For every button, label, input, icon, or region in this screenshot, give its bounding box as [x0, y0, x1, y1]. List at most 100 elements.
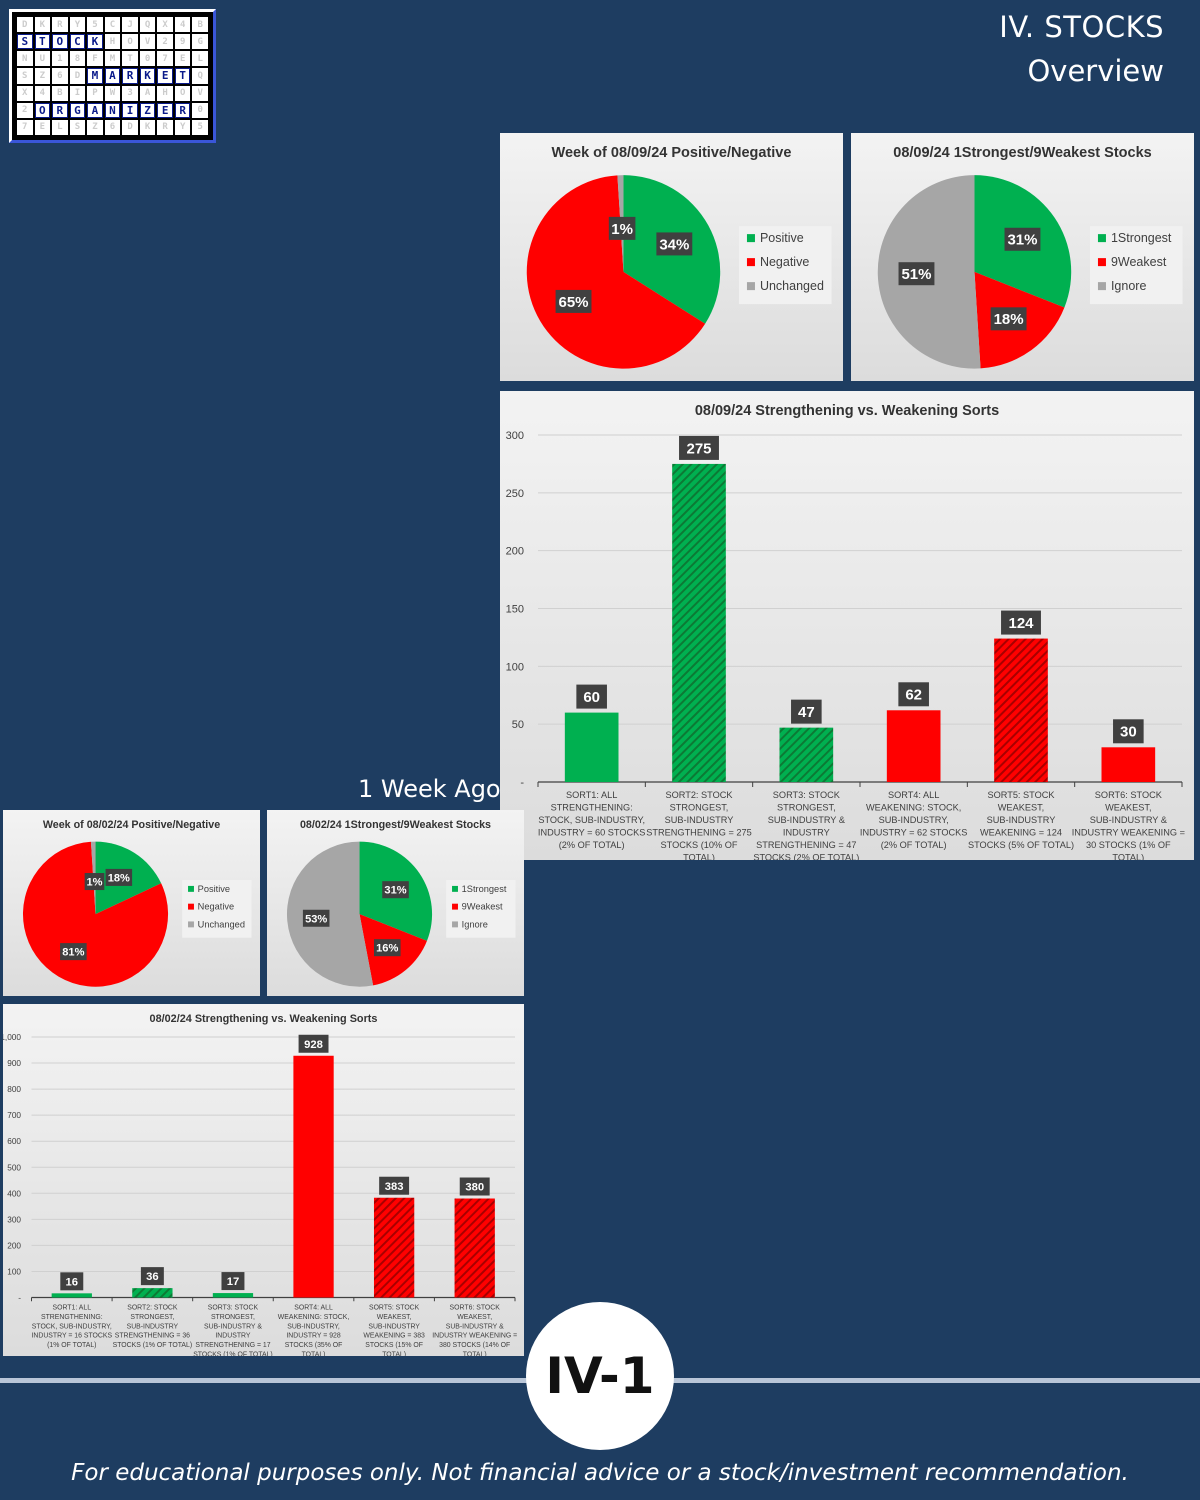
- logo-filler-cell: Z: [87, 119, 103, 135]
- bar-value-label: 380: [465, 1182, 484, 1194]
- bar-5: [373, 1197, 415, 1298]
- logo-letter: O: [52, 34, 68, 50]
- logo-filler-cell: U: [34, 51, 51, 67]
- x-category-label: INDUSTRY = 60 STOCKS: [538, 828, 645, 838]
- x-category-label: SORT5: STOCK: [987, 790, 1055, 800]
- logo-letter: C: [69, 34, 86, 50]
- logo-filler-cell: X: [17, 85, 33, 101]
- bar-value-box: [459, 1177, 490, 1196]
- logo-filler-cell: R: [52, 17, 68, 33]
- logo-letter: I: [122, 102, 138, 118]
- x-category-label: SORT4: ALL: [888, 790, 939, 800]
- bar-value-box: [898, 682, 929, 707]
- logo-filler-cell: E: [174, 51, 191, 67]
- logo-filler-cell: I: [69, 85, 86, 101]
- logo-letter: S: [17, 34, 33, 50]
- data-label-box: [302, 909, 330, 927]
- y-tick-label: 700: [7, 1111, 21, 1120]
- logo-letter: G: [69, 102, 86, 118]
- bar-value-label: 124: [1008, 615, 1034, 632]
- logo-filler-cell: 2: [17, 102, 33, 118]
- logo-filler-cell: L: [192, 51, 208, 67]
- chart-panel-positive-negative-prev: Week of 08/02/24 Positive/Negative 18% 81%…: [3, 810, 260, 996]
- logo-filler-cell: T: [122, 51, 138, 67]
- y-tick-label: 300: [506, 430, 524, 442]
- data-label-box: [105, 868, 133, 886]
- x-category-label: INDUSTRY WEAKENING =: [432, 1333, 517, 1340]
- bar-value-label: 16: [66, 1276, 79, 1288]
- x-category-label: STRENGTHENING = 36: [115, 1333, 190, 1340]
- chart-panel-positive-negative-current: Week of 08/09/24 Positive/Negative 34% 65%…: [500, 133, 843, 381]
- x-category-label: TOTAL): [302, 1351, 326, 1356]
- x-category-label: SORT1: ALL: [53, 1305, 92, 1312]
- section-subtitle: Overview: [1027, 54, 1164, 88]
- logo-letter: A: [87, 102, 103, 118]
- logo-filler-cell: P: [87, 85, 103, 101]
- data-label: 31%: [1007, 232, 1037, 249]
- x-category-label: STRENGTHENING:: [551, 803, 633, 813]
- x-category-label: WEAKENING = 124: [980, 828, 1062, 838]
- legend-label: Unchanged: [198, 919, 245, 929]
- x-category-label: STRONGEST,: [211, 1314, 255, 1321]
- legend-label: 1Strongest: [1111, 231, 1172, 245]
- logo-letter: A: [104, 68, 121, 84]
- legend-swatch: [746, 282, 755, 291]
- logo-letter: K: [87, 34, 103, 50]
- bar-value-label: 275: [686, 440, 711, 457]
- data-label-box: [990, 307, 1027, 331]
- bar-value-label: 47: [798, 704, 815, 721]
- x-category-label: (2% OF TOTAL): [559, 840, 625, 850]
- x-category-label: SUB-INDUSTRY &: [768, 815, 845, 825]
- logo-filler-cell: 0: [192, 102, 208, 118]
- logo-filler-cell: J: [122, 17, 138, 33]
- y-tick-label: 1,000: [3, 1033, 21, 1042]
- x-category-label: (1% OF TOTAL): [47, 1342, 96, 1349]
- logo-filler-cell: B: [52, 85, 68, 101]
- x-category-label: STRENGTHENING:: [41, 1314, 103, 1321]
- legend-swatch: [746, 234, 755, 243]
- bar-value-label: 36: [146, 1271, 159, 1283]
- bar-4: [293, 1055, 334, 1298]
- data-label: 31%: [384, 885, 406, 897]
- bar-6: [1101, 747, 1156, 782]
- data-label: 18%: [994, 311, 1024, 328]
- y-tick-label: 100: [506, 661, 524, 673]
- logo-filler-cell: Y: [174, 119, 191, 135]
- logo-filler-cell: G: [192, 34, 208, 50]
- y-tick-label: -: [18, 1294, 21, 1303]
- bar-chart-sorts-prev: 08/02/24 Strengthening vs. Weakening Sor…: [3, 1013, 517, 1356]
- x-category-label: 30 STOCKS (1% OF: [1086, 840, 1171, 850]
- logo-letter: T: [34, 34, 51, 50]
- logo-filler-cell: 2: [157, 34, 173, 50]
- logo-filler-cell: Q: [192, 68, 208, 84]
- bar-4: [886, 710, 941, 782]
- legend-swatch: [188, 921, 194, 928]
- logo-filler-cell: 7: [17, 119, 33, 135]
- x-category-label: SUB-INDUSTRY: [127, 1323, 179, 1330]
- bar-3: [212, 1293, 254, 1298]
- legend-label: Negative: [198, 902, 235, 912]
- logo-filler-cell: O: [174, 85, 191, 101]
- x-category-label: SORT6: STOCK: [1095, 790, 1163, 800]
- legend-label: Positive: [198, 884, 230, 894]
- logo-filler-cell: S: [17, 68, 33, 84]
- legend-swatch: [452, 921, 458, 928]
- y-tick-label: 600: [7, 1137, 21, 1146]
- logo-filler-cell: 5: [87, 17, 103, 33]
- pie-chart-positive-negative-current: Week of 08/09/24 Positive/Negative 34% 65%…: [526, 145, 832, 369]
- logo-filler-cell: H: [104, 34, 121, 50]
- x-category-label: SORT4: ALL: [294, 1305, 333, 1312]
- x-category-label: INDUSTRY: [783, 828, 830, 838]
- x-category-label: (2% OF TOTAL): [881, 840, 947, 850]
- logo-filler-cell: E: [34, 119, 51, 135]
- bar-value-label: 383: [385, 1181, 404, 1193]
- legend-label: Positive: [760, 231, 804, 245]
- chart-panel-sorts-prev: 08/02/24 Strengthening vs. Weakening Sor…: [3, 1004, 524, 1356]
- chart-panel-strongest-weakest-current: 08/09/24 1Strongest/9Weakest Stocks 31% 18…: [851, 133, 1194, 381]
- data-label: 16%: [376, 943, 398, 955]
- x-category-label: WEAKENING = 383: [363, 1333, 425, 1340]
- chart-title: 08/09/24 1Strongest/9Weakest Stocks: [893, 145, 1151, 161]
- legend-label: 9Weakest: [1111, 255, 1167, 269]
- bar-value-box: [60, 1272, 84, 1291]
- x-category-label: STRONGEST,: [777, 803, 836, 813]
